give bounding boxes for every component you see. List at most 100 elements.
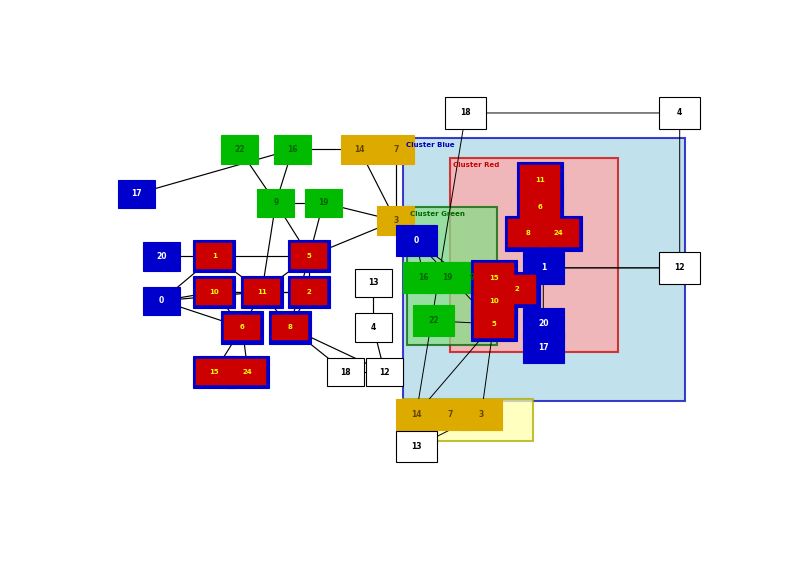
Text: 20: 20 xyxy=(538,320,549,328)
FancyBboxPatch shape xyxy=(474,310,514,338)
FancyBboxPatch shape xyxy=(446,97,486,129)
FancyBboxPatch shape xyxy=(291,279,327,305)
FancyBboxPatch shape xyxy=(470,306,517,342)
Text: 7: 7 xyxy=(393,145,398,154)
Text: 3: 3 xyxy=(478,410,484,419)
Text: 15: 15 xyxy=(210,369,219,375)
Text: 19: 19 xyxy=(318,198,329,208)
FancyBboxPatch shape xyxy=(403,262,444,293)
FancyBboxPatch shape xyxy=(407,208,497,345)
FancyBboxPatch shape xyxy=(518,190,563,225)
FancyBboxPatch shape xyxy=(197,359,232,385)
FancyBboxPatch shape xyxy=(494,272,539,307)
FancyBboxPatch shape xyxy=(659,252,700,284)
FancyBboxPatch shape xyxy=(224,314,260,340)
Text: 4: 4 xyxy=(370,323,376,332)
FancyBboxPatch shape xyxy=(274,135,311,164)
Text: Cluster Red: Cluster Red xyxy=(454,162,500,168)
Text: 16: 16 xyxy=(287,145,298,154)
FancyBboxPatch shape xyxy=(197,279,232,305)
FancyBboxPatch shape xyxy=(508,219,548,247)
FancyBboxPatch shape xyxy=(523,332,564,363)
FancyBboxPatch shape xyxy=(451,262,493,293)
FancyBboxPatch shape xyxy=(450,158,618,352)
Text: 2: 2 xyxy=(307,289,312,295)
Text: 2: 2 xyxy=(514,286,519,292)
FancyBboxPatch shape xyxy=(470,283,517,318)
Text: 0: 0 xyxy=(414,236,419,245)
FancyBboxPatch shape xyxy=(474,264,514,292)
Text: 13: 13 xyxy=(411,442,422,451)
FancyBboxPatch shape xyxy=(520,193,560,221)
FancyBboxPatch shape xyxy=(142,242,180,271)
FancyBboxPatch shape xyxy=(244,279,280,305)
FancyBboxPatch shape xyxy=(257,188,294,217)
FancyBboxPatch shape xyxy=(269,312,310,343)
FancyBboxPatch shape xyxy=(226,356,269,388)
Text: 19: 19 xyxy=(442,273,453,282)
Text: 12: 12 xyxy=(379,368,390,376)
FancyBboxPatch shape xyxy=(241,276,283,308)
FancyBboxPatch shape xyxy=(474,287,514,315)
Text: 8: 8 xyxy=(526,230,530,236)
FancyBboxPatch shape xyxy=(197,243,232,269)
Text: 22: 22 xyxy=(428,316,439,325)
FancyBboxPatch shape xyxy=(272,314,308,340)
Text: 10: 10 xyxy=(489,298,498,304)
Text: 9: 9 xyxy=(470,273,474,282)
FancyBboxPatch shape xyxy=(222,312,263,343)
Text: 0: 0 xyxy=(158,297,164,305)
Text: 6: 6 xyxy=(538,205,542,210)
FancyBboxPatch shape xyxy=(355,313,392,342)
FancyBboxPatch shape xyxy=(413,305,454,336)
Text: 10: 10 xyxy=(210,289,219,295)
FancyBboxPatch shape xyxy=(194,356,235,388)
Text: 24: 24 xyxy=(243,369,253,375)
Text: 14: 14 xyxy=(354,145,365,154)
FancyBboxPatch shape xyxy=(505,216,550,251)
Text: 13: 13 xyxy=(368,279,378,287)
FancyBboxPatch shape xyxy=(523,252,564,284)
Text: Cluster Yellow: Cluster Yellow xyxy=(406,402,462,408)
FancyBboxPatch shape xyxy=(366,358,403,386)
Text: 1: 1 xyxy=(541,264,546,272)
FancyBboxPatch shape xyxy=(430,399,470,430)
FancyBboxPatch shape xyxy=(221,135,258,164)
Text: 3: 3 xyxy=(393,216,398,225)
FancyBboxPatch shape xyxy=(539,219,578,247)
Text: 17: 17 xyxy=(131,190,142,198)
FancyBboxPatch shape xyxy=(327,358,364,386)
Text: Cluster Blue: Cluster Blue xyxy=(406,142,454,148)
Text: 11: 11 xyxy=(257,289,266,295)
FancyBboxPatch shape xyxy=(659,97,700,129)
Text: 11: 11 xyxy=(535,177,545,183)
FancyBboxPatch shape xyxy=(426,262,468,293)
FancyBboxPatch shape xyxy=(194,276,235,308)
FancyBboxPatch shape xyxy=(520,165,560,194)
FancyBboxPatch shape xyxy=(142,287,180,315)
FancyBboxPatch shape xyxy=(291,243,327,269)
Text: 4: 4 xyxy=(677,109,682,117)
Text: 17: 17 xyxy=(538,343,549,352)
FancyBboxPatch shape xyxy=(461,399,502,430)
Text: 12: 12 xyxy=(674,264,685,272)
FancyBboxPatch shape xyxy=(230,359,266,385)
FancyBboxPatch shape xyxy=(402,138,685,401)
Text: 9: 9 xyxy=(273,198,278,208)
FancyBboxPatch shape xyxy=(377,206,414,235)
Text: 5: 5 xyxy=(491,321,496,327)
FancyBboxPatch shape xyxy=(497,275,537,303)
FancyBboxPatch shape xyxy=(288,240,330,272)
Text: Cluster Green: Cluster Green xyxy=(410,211,465,217)
Text: 22: 22 xyxy=(234,145,245,154)
FancyBboxPatch shape xyxy=(305,188,342,217)
FancyBboxPatch shape xyxy=(341,135,378,164)
Text: 18: 18 xyxy=(340,368,351,376)
Text: 6: 6 xyxy=(240,324,245,331)
FancyBboxPatch shape xyxy=(518,162,563,197)
FancyBboxPatch shape xyxy=(377,135,414,164)
FancyBboxPatch shape xyxy=(288,276,330,308)
Text: 14: 14 xyxy=(411,410,422,419)
FancyBboxPatch shape xyxy=(355,269,392,297)
FancyBboxPatch shape xyxy=(396,431,437,462)
